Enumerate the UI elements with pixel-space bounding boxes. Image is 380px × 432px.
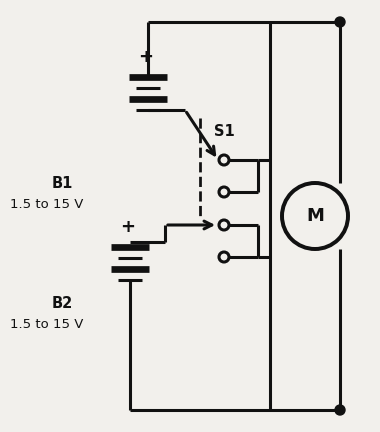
Text: M: M — [306, 207, 324, 225]
Text: 1.5 to 15 V: 1.5 to 15 V — [10, 197, 83, 210]
Circle shape — [219, 252, 229, 262]
Circle shape — [219, 220, 229, 230]
Circle shape — [219, 155, 229, 165]
Text: S1: S1 — [214, 124, 235, 140]
Circle shape — [219, 187, 229, 197]
Circle shape — [335, 17, 345, 27]
Text: +: + — [120, 218, 136, 236]
Circle shape — [335, 405, 345, 415]
Text: B2: B2 — [52, 296, 73, 311]
Circle shape — [282, 183, 348, 249]
Text: B1: B1 — [52, 177, 73, 191]
Text: 1.5 to 15 V: 1.5 to 15 V — [10, 318, 83, 330]
Text: +: + — [138, 48, 154, 66]
